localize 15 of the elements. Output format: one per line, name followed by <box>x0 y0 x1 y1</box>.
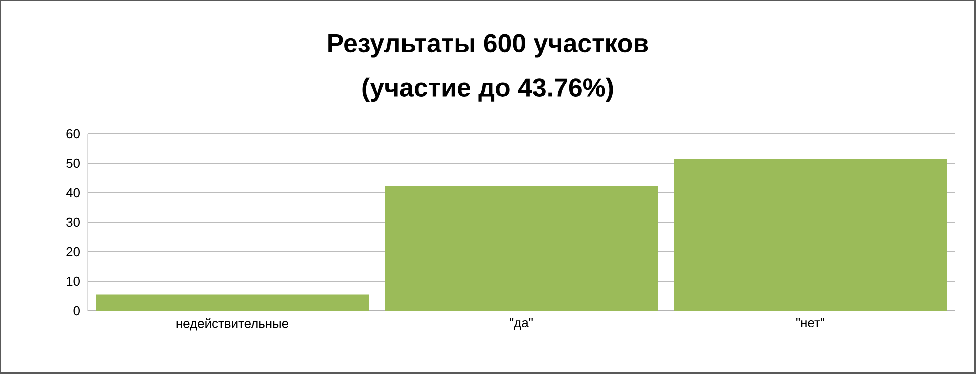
y-tick-label: 60 <box>66 129 80 139</box>
y-tick-label: 20 <box>66 247 80 257</box>
x-tick-label: "да" <box>510 318 533 330</box>
y-tick-label: 10 <box>67 276 80 286</box>
x-tick-label: "нет" <box>796 318 824 328</box>
x-tick-label: недействительные <box>176 318 288 331</box>
chart-title: Результаты 600 участков <box>328 34 648 58</box>
bar <box>96 294 370 311</box>
chart-subtitle: (участие до 43.76%) <box>362 78 614 102</box>
y-tick-label: 40 <box>66 188 80 198</box>
y-tick-label: 0 <box>74 306 80 316</box>
bar <box>385 186 658 311</box>
y-tick-label: 30 <box>66 218 80 228</box>
bar <box>674 159 948 311</box>
y-tick-label: 50 <box>66 158 80 168</box>
